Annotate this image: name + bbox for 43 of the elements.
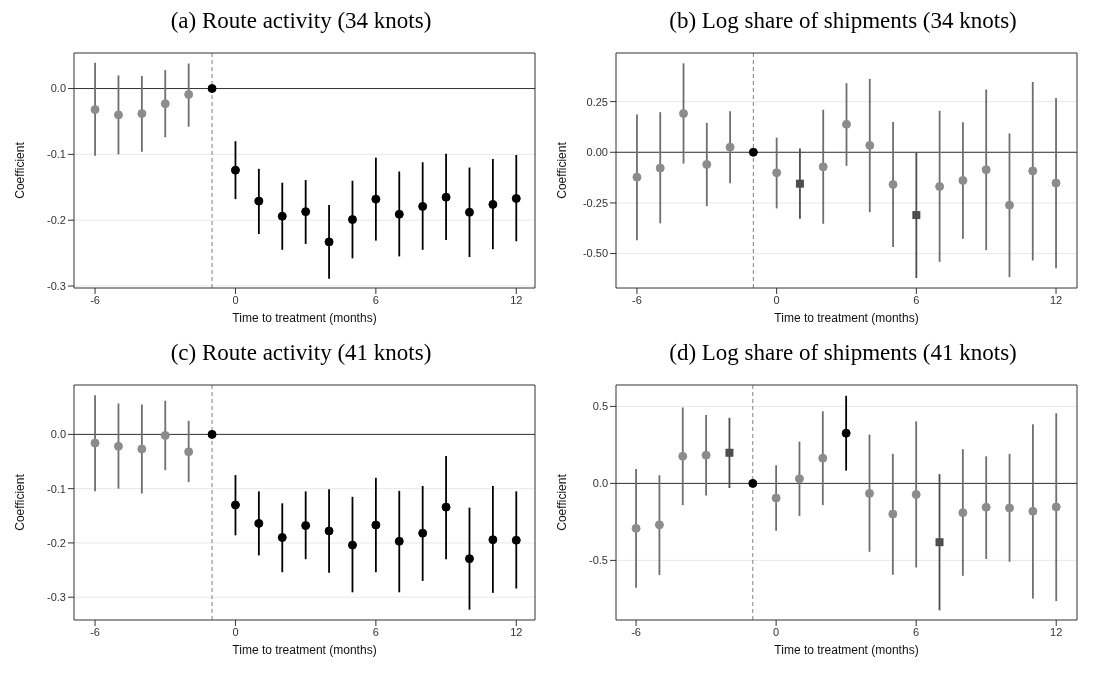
y-tick-label: -0.3 (47, 279, 66, 292)
y-tick-label: -0.5 (589, 554, 608, 567)
x-tick-label: 0 (232, 293, 239, 306)
y-tick-label: -0.25 (582, 196, 608, 209)
y-axis-title: Coefficient (13, 141, 28, 199)
y-tick-label: 0.0 (50, 428, 66, 441)
x-tick-label: -6 (631, 625, 641, 638)
chart-title: (c) Route activity (41 knots) (169, 340, 433, 367)
x-tick-label: 0 (773, 293, 780, 306)
y-tick-label: -0.1 (47, 482, 66, 495)
x-tick-label: -6 (90, 625, 100, 638)
x-axis-title: Time to treatment (months) (232, 643, 377, 657)
chart-title: (a) Route activity (34 knots) (169, 8, 433, 35)
x-tick-label: 12 (510, 293, 523, 306)
x-tick-label: 6 (913, 293, 920, 306)
x-axis-title: Time to treatment (months) (774, 643, 919, 657)
y-axis-title: Coefficient (555, 473, 570, 531)
y-tick-label: 0.00 (586, 146, 608, 159)
x-tick-label: 6 (372, 293, 379, 306)
chart-title: (b) Log share of shipments (34 knots) (668, 8, 1018, 35)
y-tick-label: -0.2 (47, 536, 66, 549)
y-tick-label: 0.5 (592, 400, 608, 413)
y-tick-label: 0.0 (592, 477, 608, 490)
chart-title: (d) Log share of shipments (41 knots) (668, 340, 1018, 367)
y-tick-label: -0.3 (47, 591, 66, 604)
y-tick-label: -0.50 (582, 247, 608, 260)
x-axis-title: Time to treatment (months) (232, 311, 377, 325)
y-tick-label: -0.2 (47, 214, 66, 227)
x-tick-label: -6 (90, 293, 100, 306)
x-tick-label: 6 (372, 625, 379, 638)
y-axis-title: Coefficient (13, 473, 28, 531)
y-axis-title: Coefficient (555, 141, 570, 199)
x-axis-title: Time to treatment (months) (774, 311, 919, 325)
x-tick-label: 12 (1049, 293, 1063, 306)
x-tick-label: 12 (1050, 625, 1063, 638)
y-tick-label: -0.1 (47, 148, 66, 161)
x-tick-label: 0 (773, 625, 780, 638)
y-tick-label: 0.0 (50, 82, 66, 95)
x-tick-label: 12 (510, 625, 523, 638)
x-tick-label: 0 (232, 625, 239, 638)
x-tick-label: -6 (632, 293, 642, 306)
x-tick-label: 6 (913, 625, 920, 638)
y-tick-label: 0.25 (586, 95, 608, 108)
